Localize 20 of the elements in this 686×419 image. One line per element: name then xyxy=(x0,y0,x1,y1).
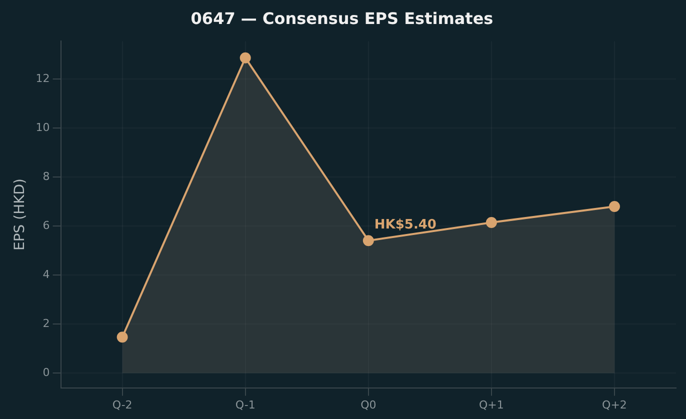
y-tick-label: 0 xyxy=(42,366,50,379)
y-tick-label: 10 xyxy=(36,121,50,134)
y-tick-label: 6 xyxy=(42,218,50,232)
point xyxy=(486,216,497,228)
x-tick-label: Q0 xyxy=(360,398,376,412)
x-tick-label: Q+1 xyxy=(479,398,504,412)
annotation: HK$5.40 xyxy=(374,217,436,232)
x-tick-label: Q+2 xyxy=(602,398,627,412)
chart-title: 0647 — Consensus EPS Estimates xyxy=(190,8,494,28)
x-tick-label: Q-2 xyxy=(112,398,132,412)
y-tick-label: 12 xyxy=(36,72,50,86)
y-tick-label: 8 xyxy=(42,170,50,184)
point xyxy=(240,52,251,64)
y-tick-label: 4 xyxy=(42,268,50,281)
point xyxy=(608,201,620,212)
y-axis-title: EPS (HKD) xyxy=(12,178,28,251)
y-tick-label: 2 xyxy=(42,316,50,330)
point xyxy=(116,332,128,343)
x-tick-label: Q-1 xyxy=(235,398,256,412)
point xyxy=(362,235,374,246)
